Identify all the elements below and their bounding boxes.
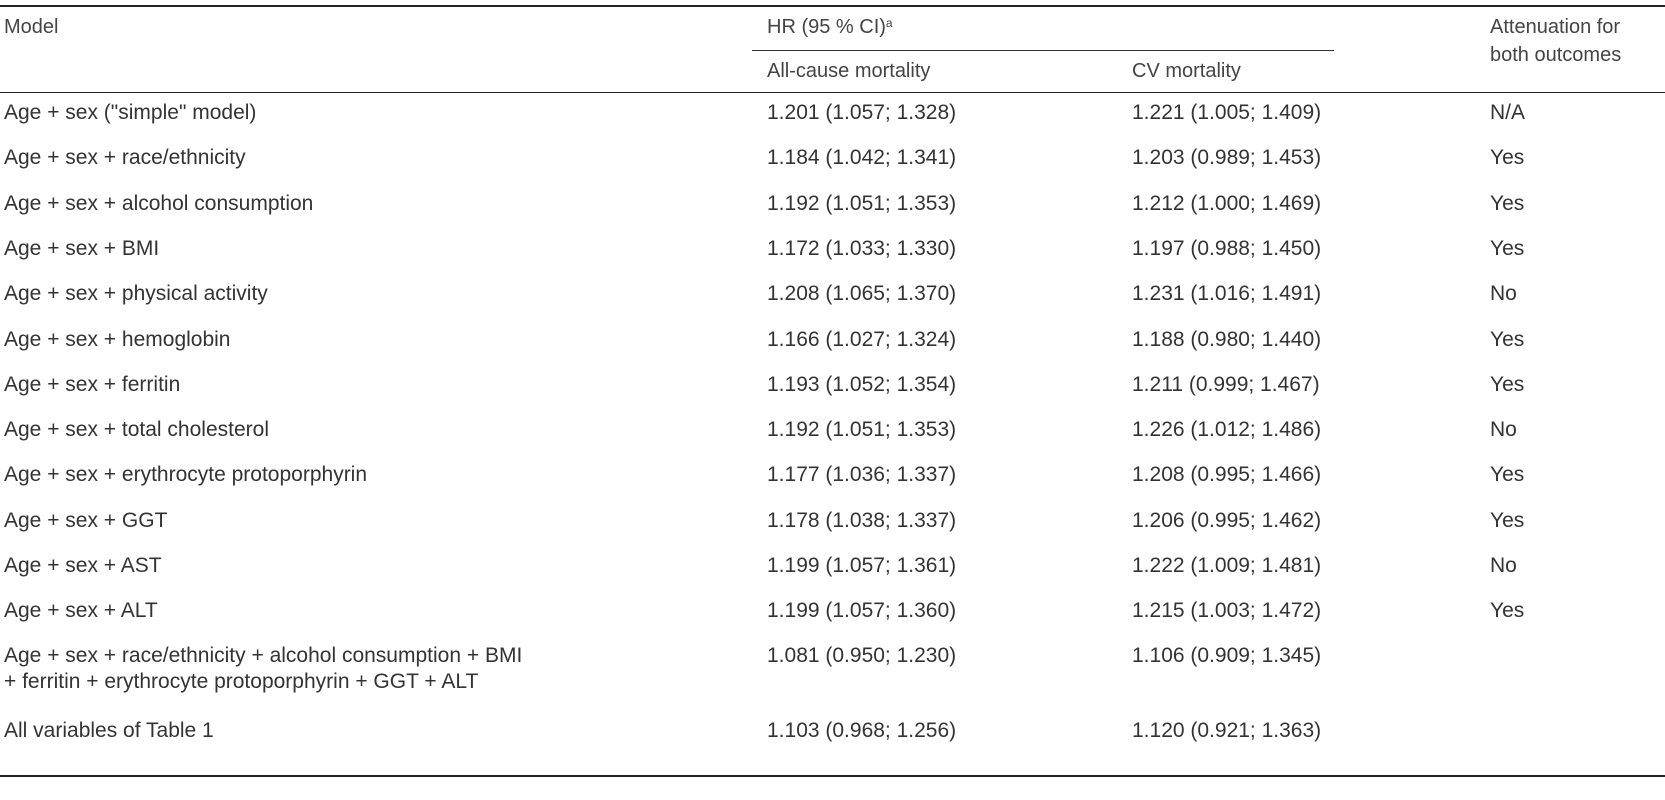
row-attenuation: No — [1490, 282, 1517, 305]
last-row-all-cause: 1.103 (0.968; 1.256) — [767, 719, 957, 742]
row-attenuation: Yes — [1490, 146, 1525, 169]
row-model: Age + sex + AST — [4, 554, 162, 577]
row-cv: 1.231 (1.016; 1.491) — [1132, 282, 1322, 305]
combined-model-line2: + ferritin + erythrocyte protoporphyrin … — [4, 670, 479, 693]
row-cv: 1.188 (0.980; 1.440) — [1132, 328, 1322, 351]
row-attenuation: Yes — [1490, 599, 1525, 622]
header-hr-label: HR (95 % CI) — [767, 16, 886, 38]
row-all-cause: 1.208 (1.065; 1.370) — [767, 282, 957, 305]
row-attenuation: No — [1490, 418, 1517, 441]
row-model: Age + sex + ALT — [4, 599, 158, 622]
row-all-cause: 1.199 (1.057; 1.360) — [767, 599, 957, 622]
combined-model-line1: Age + sex + race/ethnicity + alcohol con… — [4, 644, 523, 667]
header-hr-footnote: a — [885, 16, 893, 30]
row-attenuation: N/A — [1490, 101, 1526, 124]
last-row-cv: 1.120 (0.921; 1.363) — [1132, 719, 1322, 742]
row-cv: 1.208 (0.995; 1.466) — [1132, 463, 1322, 486]
row-all-cause: 1.192 (1.051; 1.353) — [767, 192, 957, 215]
row-cv: 1.211 (0.999; 1.467) — [1132, 373, 1320, 396]
header-cv: CV mortality — [1132, 60, 1241, 82]
row-all-cause: 1.172 (1.033; 1.330) — [767, 237, 957, 260]
row-all-cause: 1.166 (1.027; 1.324) — [767, 328, 957, 351]
row-model: Age + sex + physical activity — [4, 282, 268, 305]
row-model: Age + sex + total cholesterol — [4, 418, 269, 441]
row-all-cause: 1.199 (1.057; 1.361) — [767, 554, 957, 577]
row-cv: 1.222 (1.009; 1.481) — [1132, 554, 1322, 577]
row-model: Age + sex + BMI — [4, 237, 160, 260]
row-attenuation: Yes — [1490, 463, 1525, 486]
top-rule — [0, 5, 1665, 7]
row-model: Age + sex + race/ethnicity — [4, 146, 246, 169]
row-all-cause: 1.178 (1.038; 1.337) — [767, 509, 957, 532]
header-rule — [0, 92, 1665, 93]
row-model: Age + sex + alcohol consumption — [4, 192, 314, 215]
header-attenuation-line1: Attenuation for — [1490, 16, 1621, 38]
row-attenuation: Yes — [1490, 192, 1525, 215]
row-all-cause: 1.184 (1.042; 1.341) — [767, 146, 957, 169]
row-all-cause: 1.177 (1.036; 1.337) — [767, 463, 957, 486]
row-attenuation: Yes — [1490, 237, 1525, 260]
row-all-cause: 1.201 (1.057; 1.328) — [767, 101, 957, 124]
row-model: Age + sex + erythrocyte protoporphyrin — [4, 463, 368, 486]
combined-cv: 1.106 (0.909; 1.345) — [1132, 644, 1322, 667]
header-hr: HR (95 % CI)a — [767, 14, 893, 40]
row-attenuation: Yes — [1490, 373, 1525, 396]
header-model: Model — [4, 16, 59, 38]
row-model: Age + sex + ferritin — [4, 373, 181, 396]
row-cv: 1.221 (1.005; 1.409) — [1132, 101, 1322, 124]
last-row-model: All variables of Table 1 — [4, 719, 214, 742]
row-model: Age + sex + GGT — [4, 509, 168, 532]
row-model: Age + sex + hemoglobin — [4, 328, 231, 351]
row-model: Age + sex ("simple" model) — [4, 101, 257, 124]
row-cv: 1.212 (1.000; 1.469) — [1132, 192, 1322, 215]
row-attenuation: No — [1490, 554, 1517, 577]
hr-span-rule — [752, 50, 1334, 51]
row-cv: 1.203 (0.989; 1.453) — [1132, 146, 1322, 169]
header-all-cause: All-cause mortality — [767, 60, 931, 82]
row-cv: 1.226 (1.012; 1.486) — [1132, 418, 1322, 441]
row-attenuation: Yes — [1490, 509, 1525, 532]
row-all-cause: 1.193 (1.052; 1.354) — [767, 373, 957, 396]
row-attenuation: Yes — [1490, 328, 1525, 351]
bottom-rule — [0, 775, 1665, 777]
row-all-cause: 1.192 (1.051; 1.353) — [767, 418, 957, 441]
row-cv: 1.215 (1.003; 1.472) — [1132, 599, 1322, 622]
combined-all-cause: 1.081 (0.950; 1.230) — [767, 644, 957, 667]
row-cv: 1.197 (0.988; 1.450) — [1132, 237, 1322, 260]
row-cv: 1.206 (0.995; 1.462) — [1132, 509, 1322, 532]
header-attenuation-line2: both outcomes — [1490, 44, 1622, 66]
